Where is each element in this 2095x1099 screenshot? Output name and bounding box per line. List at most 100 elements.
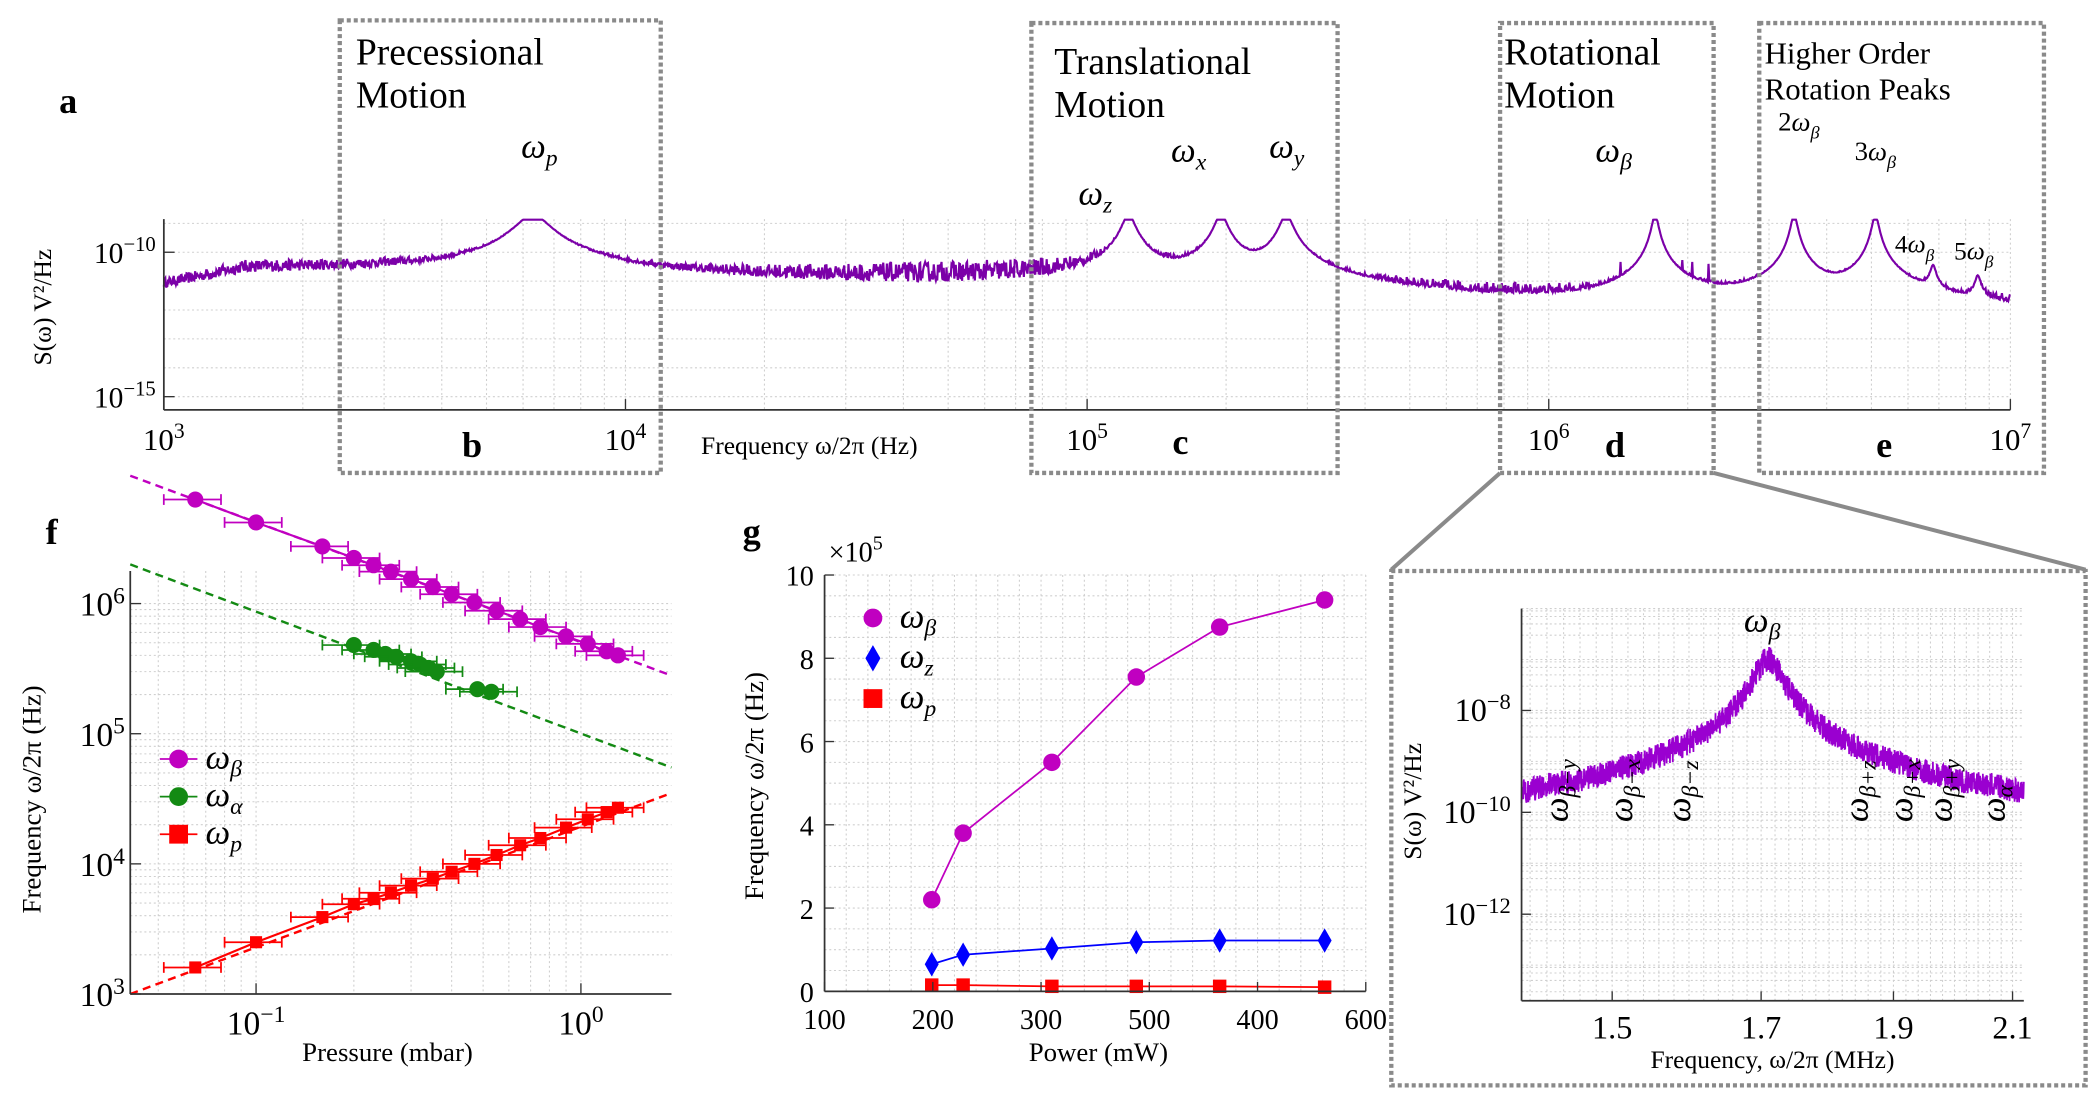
spectrum-line [162,218,2011,304]
legend-marker [169,787,189,807]
peak-label-base: ω [521,126,546,165]
data-point [316,911,329,924]
inset-peak-label-sub: β−z [1678,760,1704,798]
peak-label-sub: x [1195,149,1207,175]
fit-line [129,563,672,769]
legend-label: ωβ [900,596,937,641]
y-tick-label-base: 10 [80,587,114,624]
series-line [930,599,1325,901]
data-point [956,978,970,992]
y-tick-label: 6 [800,728,814,759]
panel-g-y-axis-label: Frequency ω/2π (Hz) [739,672,769,900]
y-tick-label: 106 [80,584,126,624]
inset-peak-label: ωβ [1744,600,1781,645]
data-point [384,886,397,899]
peak-label: ωβ [1595,130,1632,175]
data-point [469,681,486,698]
peak-label: 3ωβ [1855,136,1897,172]
legend-label-sub: β [923,615,936,641]
data-point [609,647,626,664]
inset-peak-label-base: ω [1974,797,2013,822]
legend-marker [863,608,883,628]
data-point [468,857,481,870]
peak-label-base: ω [1791,107,1810,137]
panel-a-x-axis-label: Frequency ω/2π (Hz) [701,431,918,460]
x-tick-label: 10−1 [227,1002,286,1042]
legend-label-base: ω [900,677,925,716]
peak-label: ωx [1171,130,1207,175]
data-point [925,978,939,992]
data-point [367,892,380,905]
data-point [1129,979,1144,994]
data-point [1045,979,1059,994]
peak-label: 4ωβ [1895,230,1935,265]
region-title-translational-1: Translational [1054,41,1251,83]
legend-label-sub: p [228,832,242,858]
inset-peak-label-sub: β+z [1855,760,1881,798]
peak-label-sub: z [1102,192,1112,218]
x-tick-label: 100 [803,1005,845,1036]
y-tick-label-exp: −8 [1487,689,1511,714]
region-title-rotational-1: Rotational [1504,32,1661,74]
inset-grid [1521,608,2024,1001]
data-point [247,514,265,531]
data-point [1043,753,1061,772]
data-point [488,602,505,619]
y-tick-label: 10−12 [1443,893,1510,932]
y-tick-label: 10−10 [94,234,156,270]
panel-label-b: b [462,425,482,465]
legend-label-base: ω [900,637,925,676]
data-point [557,628,575,645]
panel-f-y-axis-label: Frequency ω/2π (Hz) [16,685,46,913]
legend-label: ωp [900,677,937,722]
x-tick-label-exp: 3 [174,419,185,443]
peak-label-prefix: 3 [1855,136,1868,166]
peak-label-sub: y [1292,145,1305,171]
data-point [250,936,263,949]
x-tick-label: 400 [1236,1005,1278,1036]
y-tick-label-exp: 4 [113,844,125,870]
region-title-rotational-2: Motion [1504,75,1615,117]
data-point [1212,979,1227,994]
peak-label: ωp [521,126,558,171]
data-point [1212,928,1227,953]
region-title-higher-order-2: Rotation Peaks [1765,72,1951,107]
legend-label: ωz [900,637,934,682]
y-tick-label: 103 [80,974,125,1014]
inset-peak-label: ωβ+z [1836,760,1881,822]
y-tick-label-base: 10 [80,717,114,754]
panel-a-spectrum [162,218,2011,304]
zoom-connector-right [1713,471,2087,572]
y-tick-label-exp: −12 [1476,893,1511,918]
x-tick-label-exp: 5 [1097,419,1108,443]
x-tick-label-exp: 4 [636,419,647,443]
inset-peak-label-base: ω [1601,797,1640,822]
inset-box [1389,568,2088,1088]
y-tick-label-base: 10 [80,977,114,1014]
panel-g-data [923,591,1334,994]
inset-x-axis-label: Frequency, ω/2π (MHz) [1650,1045,1894,1074]
y-tick-label-exp: −15 [123,378,155,400]
y-tick-label-base: 10 [94,382,124,414]
inset-peak-label-base: ω [1659,797,1698,822]
inset-y-axis-label: S(ω) V²/Hz [1398,743,1427,860]
y-tick-label: 10 [786,562,814,593]
data-point [1210,618,1229,636]
peak-label-base: ω [1868,136,1887,166]
data-point [512,611,529,628]
inset-peak-label-base: ω [1536,797,1575,822]
data-point [382,563,399,580]
data-point [581,813,594,826]
data-point [388,648,405,665]
inset-peak-label: ωβ+x [1881,759,1926,822]
inset-peak-label: ωβ−z [1659,760,1704,822]
data-point [483,683,500,700]
data-point [514,839,527,852]
data-point [189,961,202,974]
x-tick-label: 500 [1128,1005,1170,1036]
data-point [956,942,971,967]
x-tick-label: 2.1 [1992,1009,2032,1045]
y-tick-label: 105 [80,714,125,754]
x-tick-label-exp: 7 [2020,419,2031,443]
